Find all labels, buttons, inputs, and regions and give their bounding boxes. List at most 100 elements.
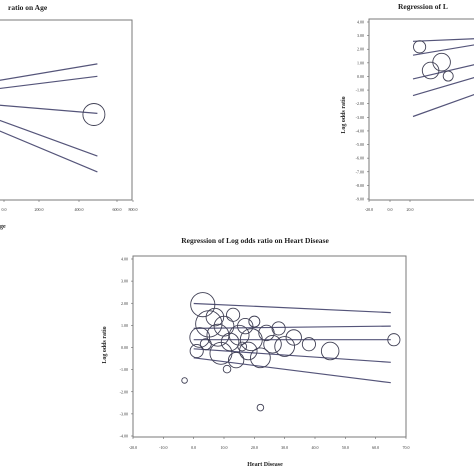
regression-line — [193, 357, 391, 384]
x-tick-label: 600.0 — [113, 207, 122, 212]
bubbles — [413, 40, 454, 82]
bubble — [301, 337, 316, 352]
regression-line — [412, 93, 474, 118]
plot-area — [0, 19, 133, 201]
y-tick-label: -5.00 — [356, 142, 364, 147]
x-tick-label: -20.0 — [365, 207, 373, 212]
y-tick-label: 0.00 — [121, 345, 128, 350]
y-tick-label: -6.00 — [356, 156, 364, 161]
bubble — [82, 103, 106, 126]
chart-panel-age: ratio on Age ge 0.0 200.0 400.0 600.0 800.0 — [0, 3, 138, 230]
regression-line — [0, 75, 98, 90]
x-tick-label: 40.0 — [312, 445, 319, 450]
x-tick-label: 10.0 — [221, 445, 228, 450]
regression-line — [0, 119, 98, 157]
x-tick-label: 20.0 — [407, 207, 414, 212]
x-ticks: -20.0 -10.0 0.0 10.0 20.0 30.0 40.0 50.0 60.0 70.… — [129, 437, 410, 450]
y-tick-label: 2.00 — [357, 47, 364, 52]
bubble — [263, 334, 282, 354]
bubble — [274, 336, 296, 357]
bubble — [432, 52, 451, 72]
y-tick-label: -2.00 — [120, 389, 128, 394]
bubble — [285, 329, 302, 346]
x-tick-label: 50.0 — [342, 445, 349, 450]
y-tick-label: 2.00 — [121, 301, 128, 306]
chart-title: Regression of Log odds ratio on Heart Di… — [181, 236, 329, 245]
y-tick-label: -8.00 — [356, 183, 364, 188]
bubbles — [181, 292, 401, 412]
regression-lines — [0, 63, 98, 173]
bubble — [181, 377, 188, 384]
regression-line — [412, 76, 474, 97]
bubble — [237, 341, 248, 352]
chart-panel-heart-disease: Regression of Log odds ratio on Heart Di… — [102, 236, 410, 468]
plot-area — [132, 255, 407, 438]
x-axis-label: Heart Disease — [247, 462, 283, 468]
bubble — [413, 40, 427, 54]
y-ticks: 4.00 3.00 2.00 1.00 0.00 -1.00 -2.00 -3.00 -4.00… — [356, 20, 369, 202]
y-tick-label: 0.00 — [357, 74, 364, 79]
bubble — [190, 292, 216, 318]
x-tick-label: 0.0 — [2, 207, 7, 212]
y-tick-label: 4.00 — [121, 257, 128, 262]
y-tick-label: -7.00 — [356, 169, 364, 174]
bubble — [271, 321, 286, 336]
plot-area — [368, 18, 474, 201]
bubble — [250, 347, 271, 369]
chart-panel-l: Regression of L Log odds ratio 4.00 3.00 2… — [341, 2, 474, 212]
y-tick-label: -9.00 — [356, 197, 364, 202]
x-tick-label: -10.0 — [159, 445, 167, 450]
regression-line — [412, 44, 474, 56]
chart-title: Regression of L — [398, 2, 448, 11]
bubble — [199, 338, 212, 351]
regression-line — [193, 348, 391, 363]
x-tick-label: 800.0 — [129, 207, 138, 212]
bubble — [228, 324, 250, 346]
x-tick-label: 70.0 — [403, 445, 410, 450]
x-tick-label: 400.0 — [75, 207, 84, 212]
y-tick-label: -3.00 — [356, 115, 364, 120]
y-tick-label: -1.00 — [356, 88, 364, 93]
y-tick-label: -4.00 — [120, 434, 128, 439]
bubble — [248, 315, 261, 328]
x-ticks: -20.0 0.0 20.0 — [365, 200, 414, 212]
regression-line — [412, 38, 474, 42]
y-axis-label: Log odds ratio — [102, 326, 108, 363]
x-tick-label: 200.0 — [35, 207, 44, 212]
y-tick-label: -2.00 — [356, 101, 364, 106]
y-tick-label: 1.00 — [121, 323, 128, 328]
bubble — [442, 70, 454, 82]
x-tick-label: -20.0 — [129, 445, 137, 450]
bubble — [220, 332, 240, 352]
y-axis-label: Log odds ratio — [341, 96, 347, 133]
bubble — [256, 403, 265, 412]
x-tick-label: 30.0 — [281, 445, 288, 450]
y-tick-label: -4.00 — [356, 128, 364, 133]
bubbles — [82, 103, 106, 126]
y-tick-label: 4.00 — [357, 20, 364, 25]
regression-lines — [412, 38, 474, 118]
y-ticks: 4.00 3.00 2.00 1.00 0.00 -1.00 -2.00 -3.00 -4.00 — [120, 257, 133, 439]
bubble — [239, 341, 258, 361]
y-tick-label: 3.00 — [357, 33, 364, 38]
y-tick-label: -3.00 — [120, 411, 128, 416]
bubble — [237, 317, 254, 335]
x-ticks: 0.0 200.0 400.0 600.0 800.0 — [2, 200, 138, 212]
y-tick-label: 3.00 — [121, 279, 128, 284]
bubble — [226, 307, 241, 322]
bubble — [320, 341, 340, 361]
y-tick-label: 1.00 — [357, 60, 364, 65]
x-axis-label: ge — [0, 224, 6, 230]
regression-line — [0, 104, 98, 114]
x-tick-label: 0.0 — [191, 445, 196, 450]
y-tick-label: -1.00 — [120, 367, 128, 372]
regression-line — [0, 63, 98, 81]
chart-title: ratio on Age — [8, 3, 48, 12]
x-tick-label: 0.0 — [388, 207, 393, 212]
regression-line — [193, 302, 391, 314]
bubble — [189, 343, 204, 359]
bubble — [227, 351, 245, 369]
bubble — [387, 333, 401, 347]
regression-line — [0, 130, 98, 173]
